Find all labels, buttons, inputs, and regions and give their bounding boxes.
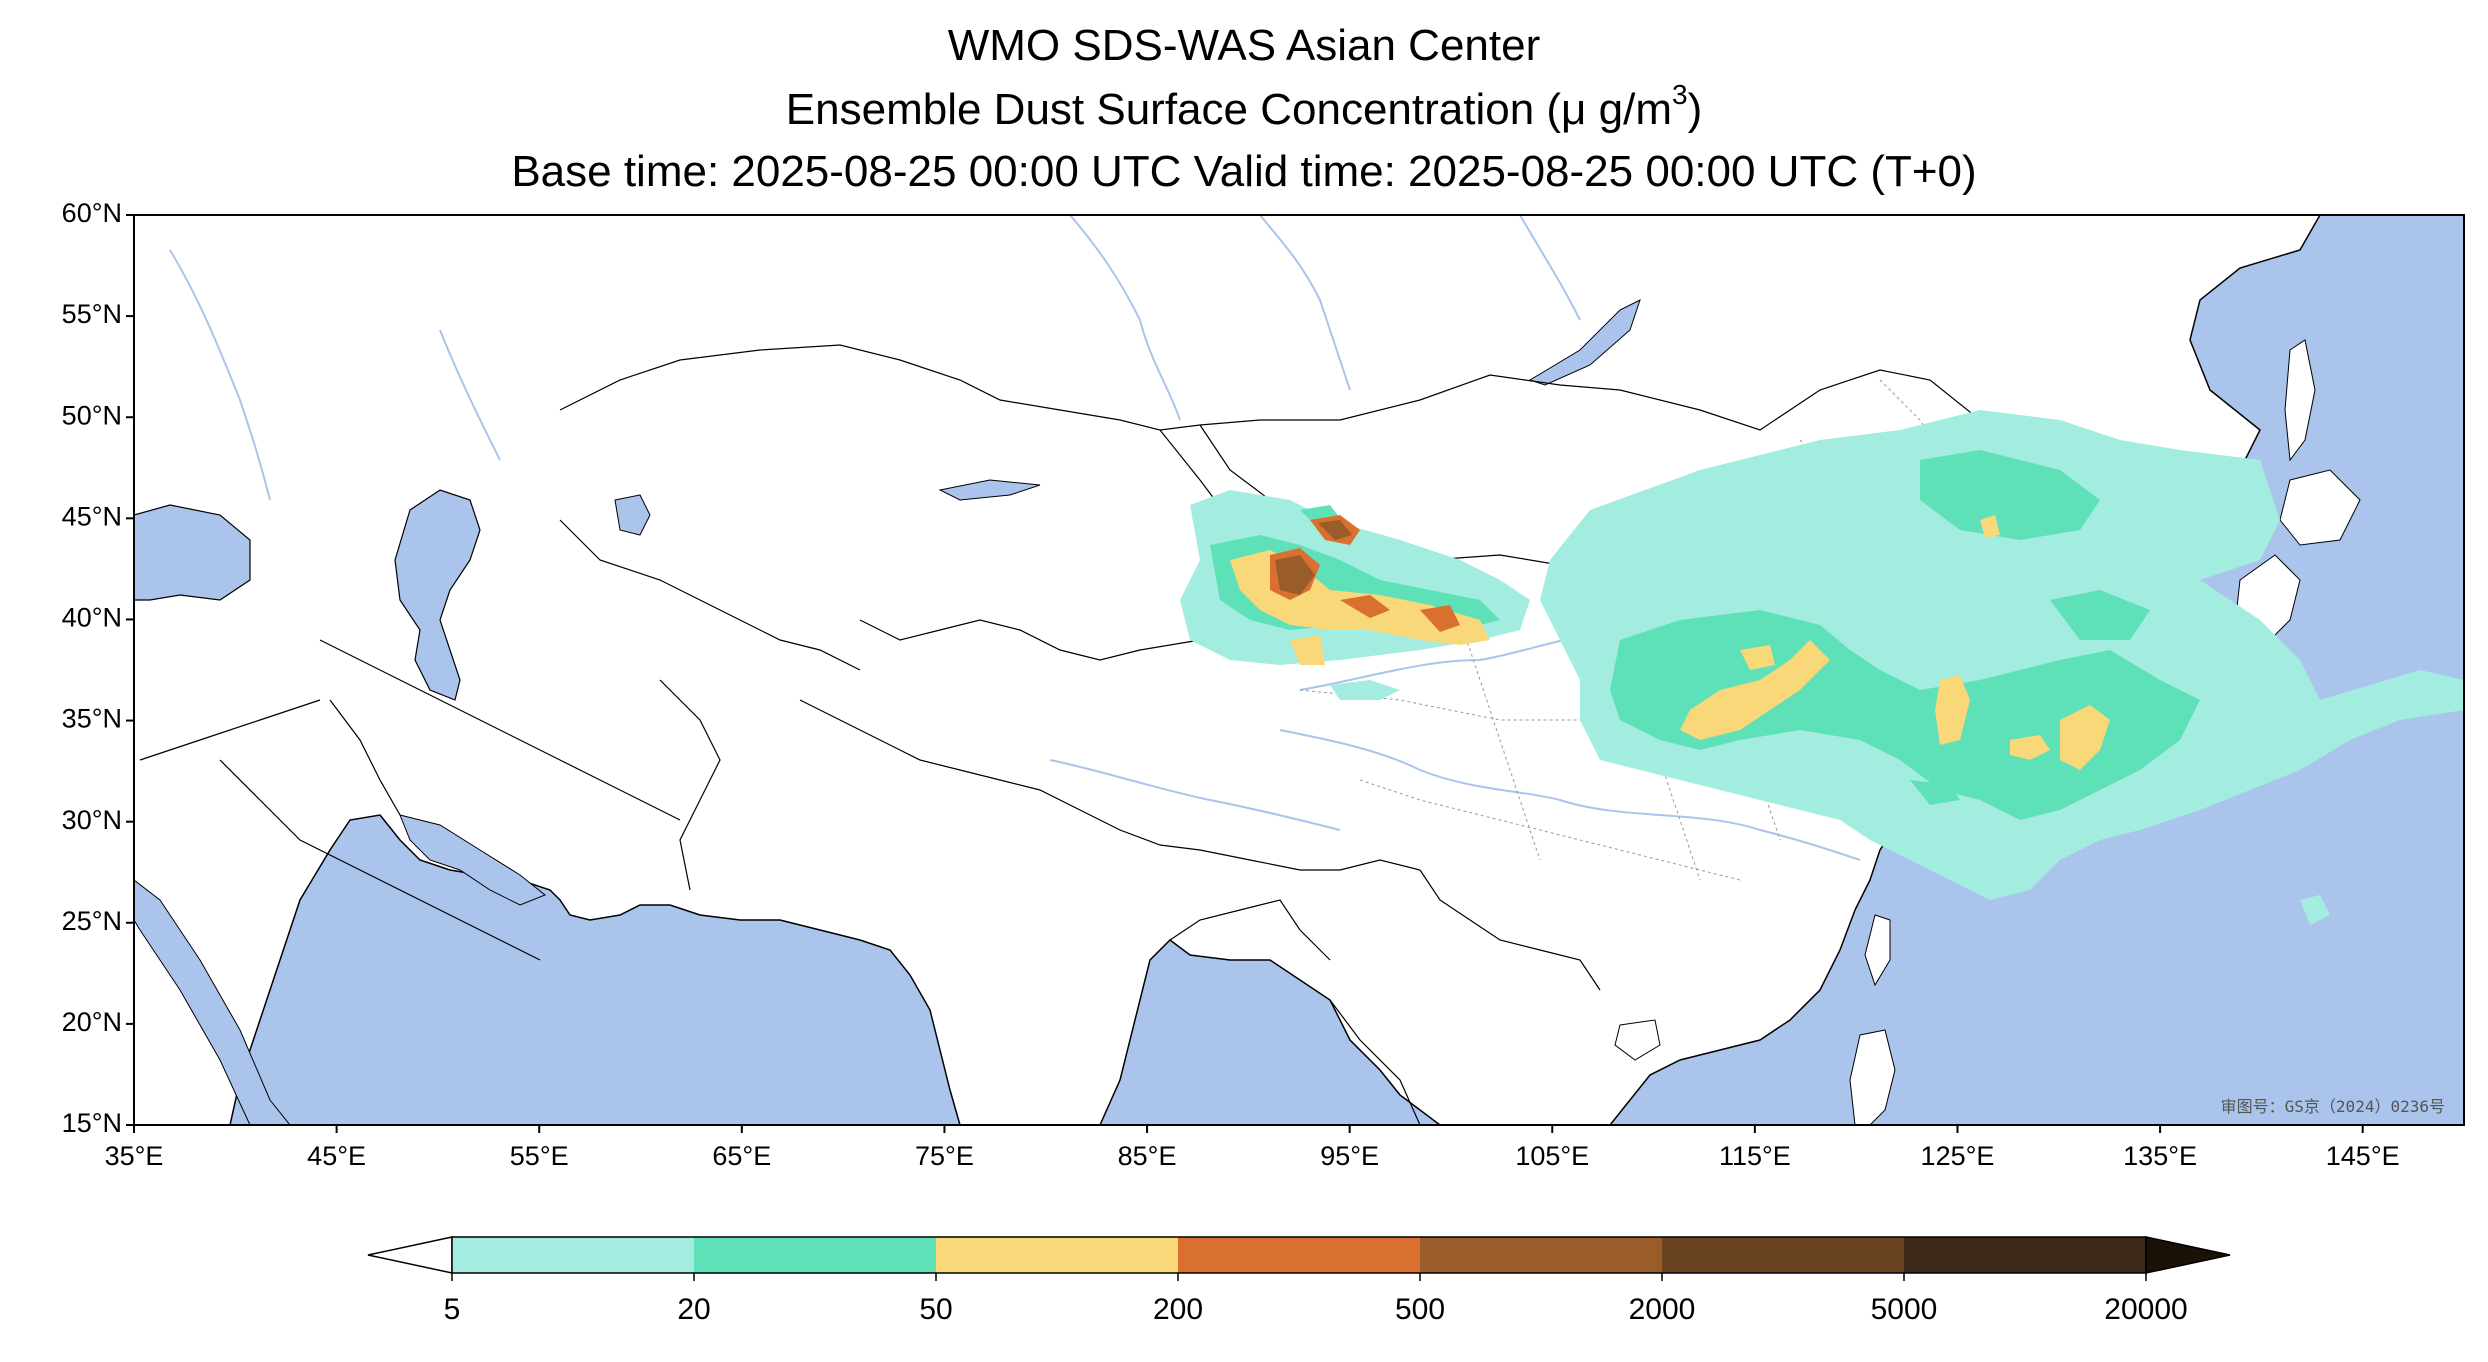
lon-tick-label: 95°E <box>1320 1141 1379 1171</box>
lat-tick-label: 55°N <box>62 299 122 329</box>
colorbar-under-arrow <box>367 1236 453 1274</box>
lat-tick-label: 50°N <box>62 400 122 430</box>
colorbar-label: 20000 <box>2104 1293 2187 1326</box>
colorbar: 5 20 50 200 500 2000 5000 20000 <box>367 1236 2231 1326</box>
approval-note: 审图号：GS京（2024）0236号 <box>2221 1097 2445 1116</box>
colorbar-label: 5000 <box>1871 1293 1938 1326</box>
dust-level-500-2000 <box>1275 520 1352 595</box>
colorbar-label: 50 <box>919 1293 952 1326</box>
map-frame <box>133 214 2465 1126</box>
black-sea <box>134 504 251 601</box>
lon-tick-label: 35°E <box>105 1141 164 1171</box>
taiwan <box>1864 914 1891 987</box>
red-sea <box>134 879 291 1125</box>
colorbar-frame <box>451 1236 2147 1274</box>
lat-tick-label: 30°N <box>62 805 122 835</box>
persian-gulf <box>399 814 546 906</box>
colorbar-segment <box>1662 1237 1904 1273</box>
colorbar-segment <box>452 1237 694 1273</box>
hainan <box>1614 1019 1661 1061</box>
lon-tick-label: 75°E <box>915 1141 974 1171</box>
title-line-1: WMO SDS-WAS Asian Center <box>947 21 1541 70</box>
colorbar-segment <box>1178 1237 1420 1273</box>
lat-tick-label: 15°N <box>62 1108 122 1138</box>
lake-balkhash <box>938 479 1041 501</box>
lon-tick-label: 115°E <box>1719 1141 1791 1171</box>
sakhalin <box>2284 339 2316 462</box>
lat-tick-label: 45°N <box>62 501 122 531</box>
lake-baikal <box>1528 299 1641 386</box>
lon-tick-label: 135°E <box>2123 1141 2197 1171</box>
colorbar-label: 500 <box>1395 1293 1445 1326</box>
lon-tick-label: 125°E <box>1921 1141 1995 1171</box>
lon-tick-label: 85°E <box>1118 1141 1177 1171</box>
lat-tick-label: 20°N <box>62 1007 122 1037</box>
colorbar-segment <box>1420 1237 1662 1273</box>
lon-tick-label: 105°E <box>1515 1141 1589 1171</box>
lon-tick-label: 145°E <box>2326 1141 2400 1171</box>
lon-tick-label: 45°E <box>307 1141 366 1171</box>
lon-tick-label: 65°E <box>712 1141 771 1171</box>
colorbar-label: 20 <box>677 1293 710 1326</box>
latitude-axis: 60°N 55°N 50°N 45°N 40°N 35°N 30°N 25°N 20°N 15°N <box>62 198 134 1138</box>
lat-tick-label: 40°N <box>62 603 122 633</box>
lat-tick-label: 35°N <box>62 704 122 734</box>
title-line-3: Base time: 2025-08-25 00:00 UTC Valid ti… <box>511 147 1977 196</box>
colorbar-segment <box>1904 1237 2146 1273</box>
colorbar-label: 5 <box>444 1293 461 1326</box>
colorbar-segment <box>694 1237 936 1273</box>
title-line-2: Ensemble Dust Surface Concentration (μ g… <box>785 79 1703 135</box>
lat-tick-label: 60°N <box>62 198 122 228</box>
colorbar-label: 200 <box>1153 1293 1203 1326</box>
dust-shading <box>1180 410 2464 925</box>
lat-tick-label: 25°N <box>62 906 122 936</box>
lon-tick-label: 55°E <box>510 1141 569 1171</box>
aral-sea <box>614 494 651 536</box>
colorbar-label: 2000 <box>1629 1293 1696 1326</box>
luzon <box>1849 1029 1896 1125</box>
colorbar-over-arrow <box>2145 1236 2231 1274</box>
longitude-axis: 35°E 45°E 55°E 65°E 75°E 85°E 95°E 105°E 115°E 12… <box>105 1125 2400 1171</box>
caspian-sea <box>394 489 481 701</box>
colorbar-segment <box>936 1237 1178 1273</box>
map-panel: 审图号：GS京（2024）0236号 <box>134 215 2464 1125</box>
